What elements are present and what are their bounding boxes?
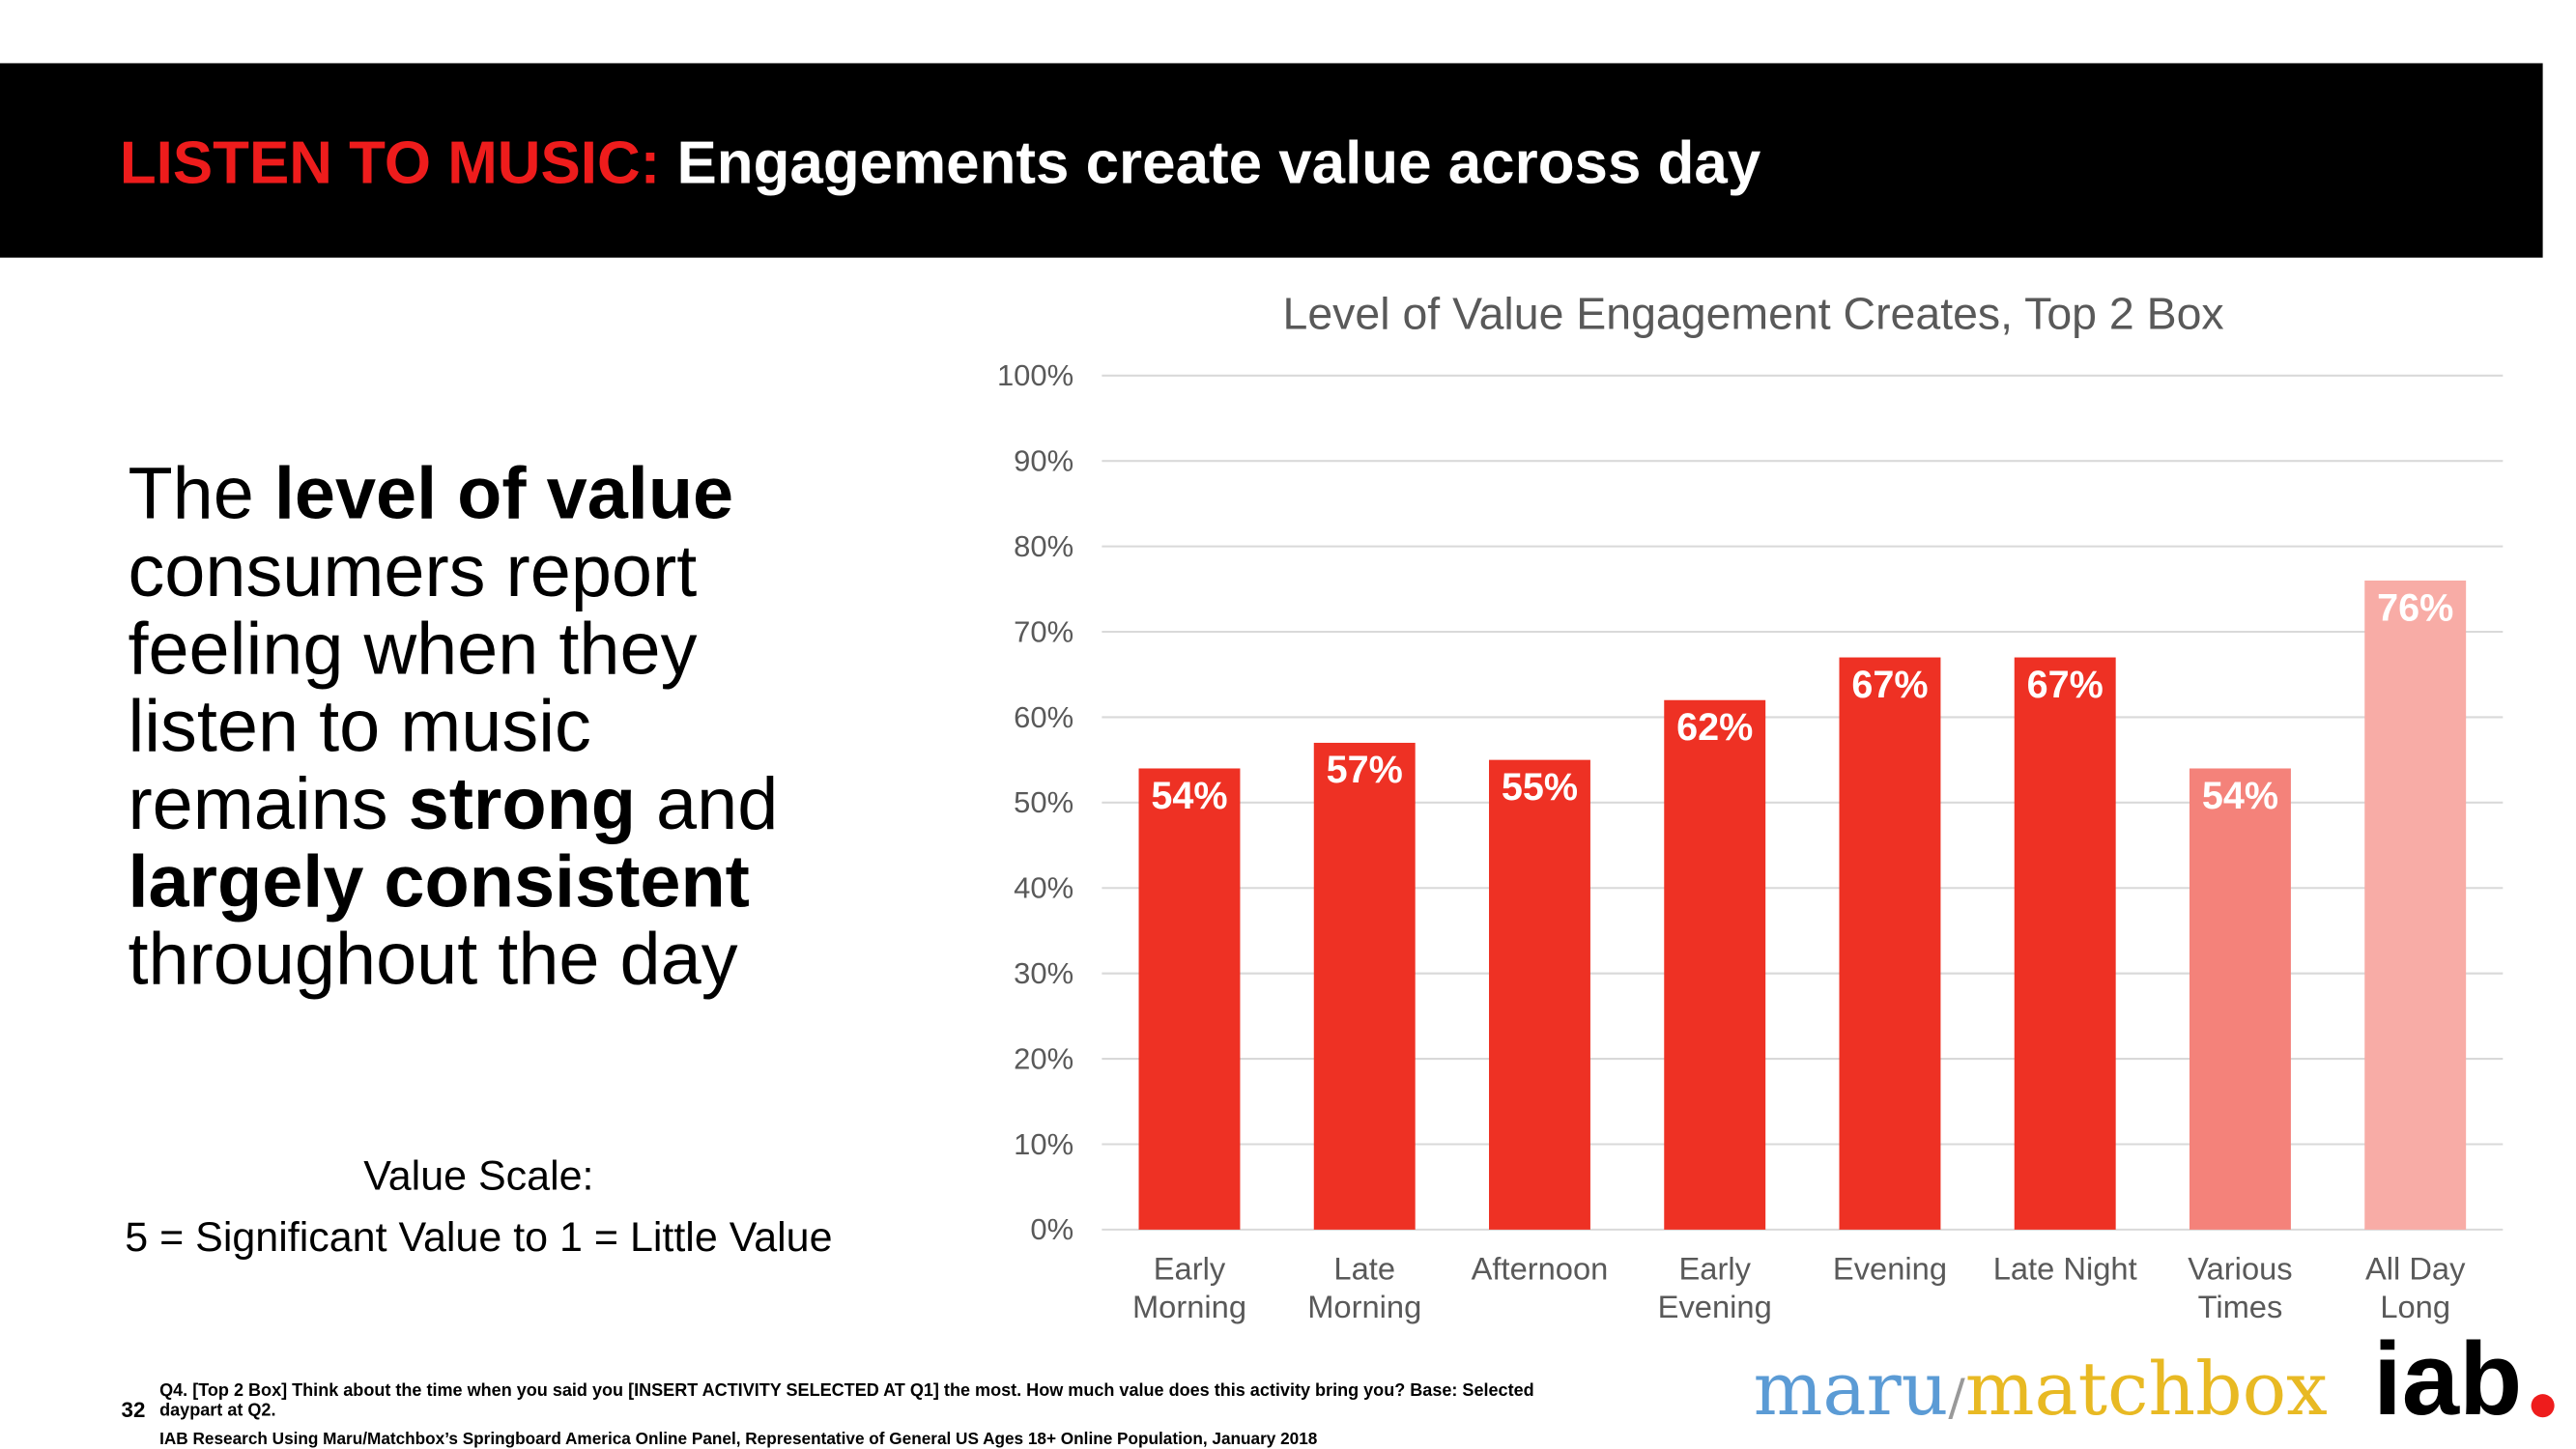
body-segment: throughout the day [128, 919, 737, 1001]
footnote: Q4. [Top 2 Box] Think about the time whe… [159, 1380, 1534, 1400]
header-bar [0, 63, 2543, 258]
value-label: 76% [2377, 586, 2453, 629]
scale-note: Value Scale: [363, 1153, 593, 1200]
body-segment: remains [128, 763, 408, 845]
header-title: LISTEN TO MUSIC: Engagements create value… [120, 129, 1761, 196]
body-line: largely consistent [128, 840, 749, 923]
x-tick-label: Early Evening [1658, 1250, 1772, 1324]
value-label: 55% [1502, 766, 1578, 809]
logo-part: / [1948, 1369, 1965, 1427]
y-tick-label: 80% [1014, 529, 1073, 563]
page-number: 32 [122, 1398, 146, 1422]
x-tick-label: Evening [1833, 1250, 1947, 1286]
footnote: daypart at Q2. [159, 1401, 275, 1420]
y-tick-label: 0% [1030, 1212, 1073, 1246]
value-label: 62% [1676, 706, 1753, 749]
bar [1839, 657, 1941, 1230]
body-segment: The [128, 453, 273, 535]
maru-logo: maru/matchbox [1754, 1347, 2328, 1432]
body-segment: and [636, 763, 778, 845]
bar [1313, 742, 1416, 1230]
title-prefix: LISTEN TO MUSIC: [120, 129, 660, 196]
value-label: 57% [1327, 749, 1403, 791]
body-line: remains strong and [128, 763, 778, 845]
iab-dot [2531, 1394, 2555, 1418]
y-tick-label: 20% [1014, 1041, 1073, 1075]
body-segment: largely consistent [128, 840, 749, 923]
logo-part: maru [1754, 1347, 1949, 1432]
x-tick-label: Afternoon [1472, 1250, 1609, 1286]
body-line: consumers report [128, 530, 697, 612]
y-tick-label: 30% [1014, 956, 1073, 990]
y-tick-label: 10% [1014, 1127, 1073, 1161]
body-line: feeling when they [128, 608, 697, 690]
x-tick-label: Late Morning [1307, 1250, 1421, 1324]
bar [2364, 580, 2467, 1230]
body-segment: feeling when they [128, 608, 697, 690]
body-segment: listen to music [128, 686, 590, 768]
bar [2189, 768, 2291, 1230]
body-segment: level of value [274, 453, 733, 535]
logo-part: matchbox [1965, 1347, 2328, 1432]
chart-title: Level of Value Engagement Creates, Top 2… [1283, 289, 2224, 339]
footnote: IAB Research Using Maru/Matchbox’s Sprin… [159, 1429, 1318, 1448]
scale-note: 5 = Significant Value to 1 = Little Valu… [125, 1214, 832, 1261]
x-tick-label: Late Night [1993, 1250, 2137, 1286]
bar [2014, 657, 2116, 1230]
body-line: The level of value [128, 453, 733, 535]
x-tick-label: Various Times [2188, 1250, 2292, 1324]
value-label: 67% [2027, 664, 2104, 706]
y-tick-label: 50% [1014, 785, 1073, 819]
x-tick-label: All Day Long [2365, 1250, 2466, 1324]
title-main: Engagements create value across day [677, 129, 1761, 196]
bar [1489, 759, 1590, 1230]
y-tick-label: 100% [997, 358, 1073, 392]
bar [1664, 699, 1766, 1230]
body-segment: consumers report [128, 530, 697, 612]
value-label: 67% [1851, 664, 1928, 706]
bar [1138, 768, 1241, 1230]
y-tick-label: 40% [1014, 871, 1073, 905]
value-label: 54% [1151, 775, 1227, 817]
y-tick-label: 90% [1014, 444, 1073, 478]
iab-logo: iab [2373, 1321, 2522, 1436]
body-line: throughout the day [128, 919, 737, 1001]
body-segment: strong [409, 763, 636, 845]
body-line: listen to music [128, 686, 590, 768]
y-tick-label: 60% [1014, 700, 1073, 734]
y-tick-label: 70% [1014, 614, 1073, 648]
x-tick-label: Early Morning [1132, 1250, 1246, 1324]
value-label: 54% [2202, 775, 2278, 817]
